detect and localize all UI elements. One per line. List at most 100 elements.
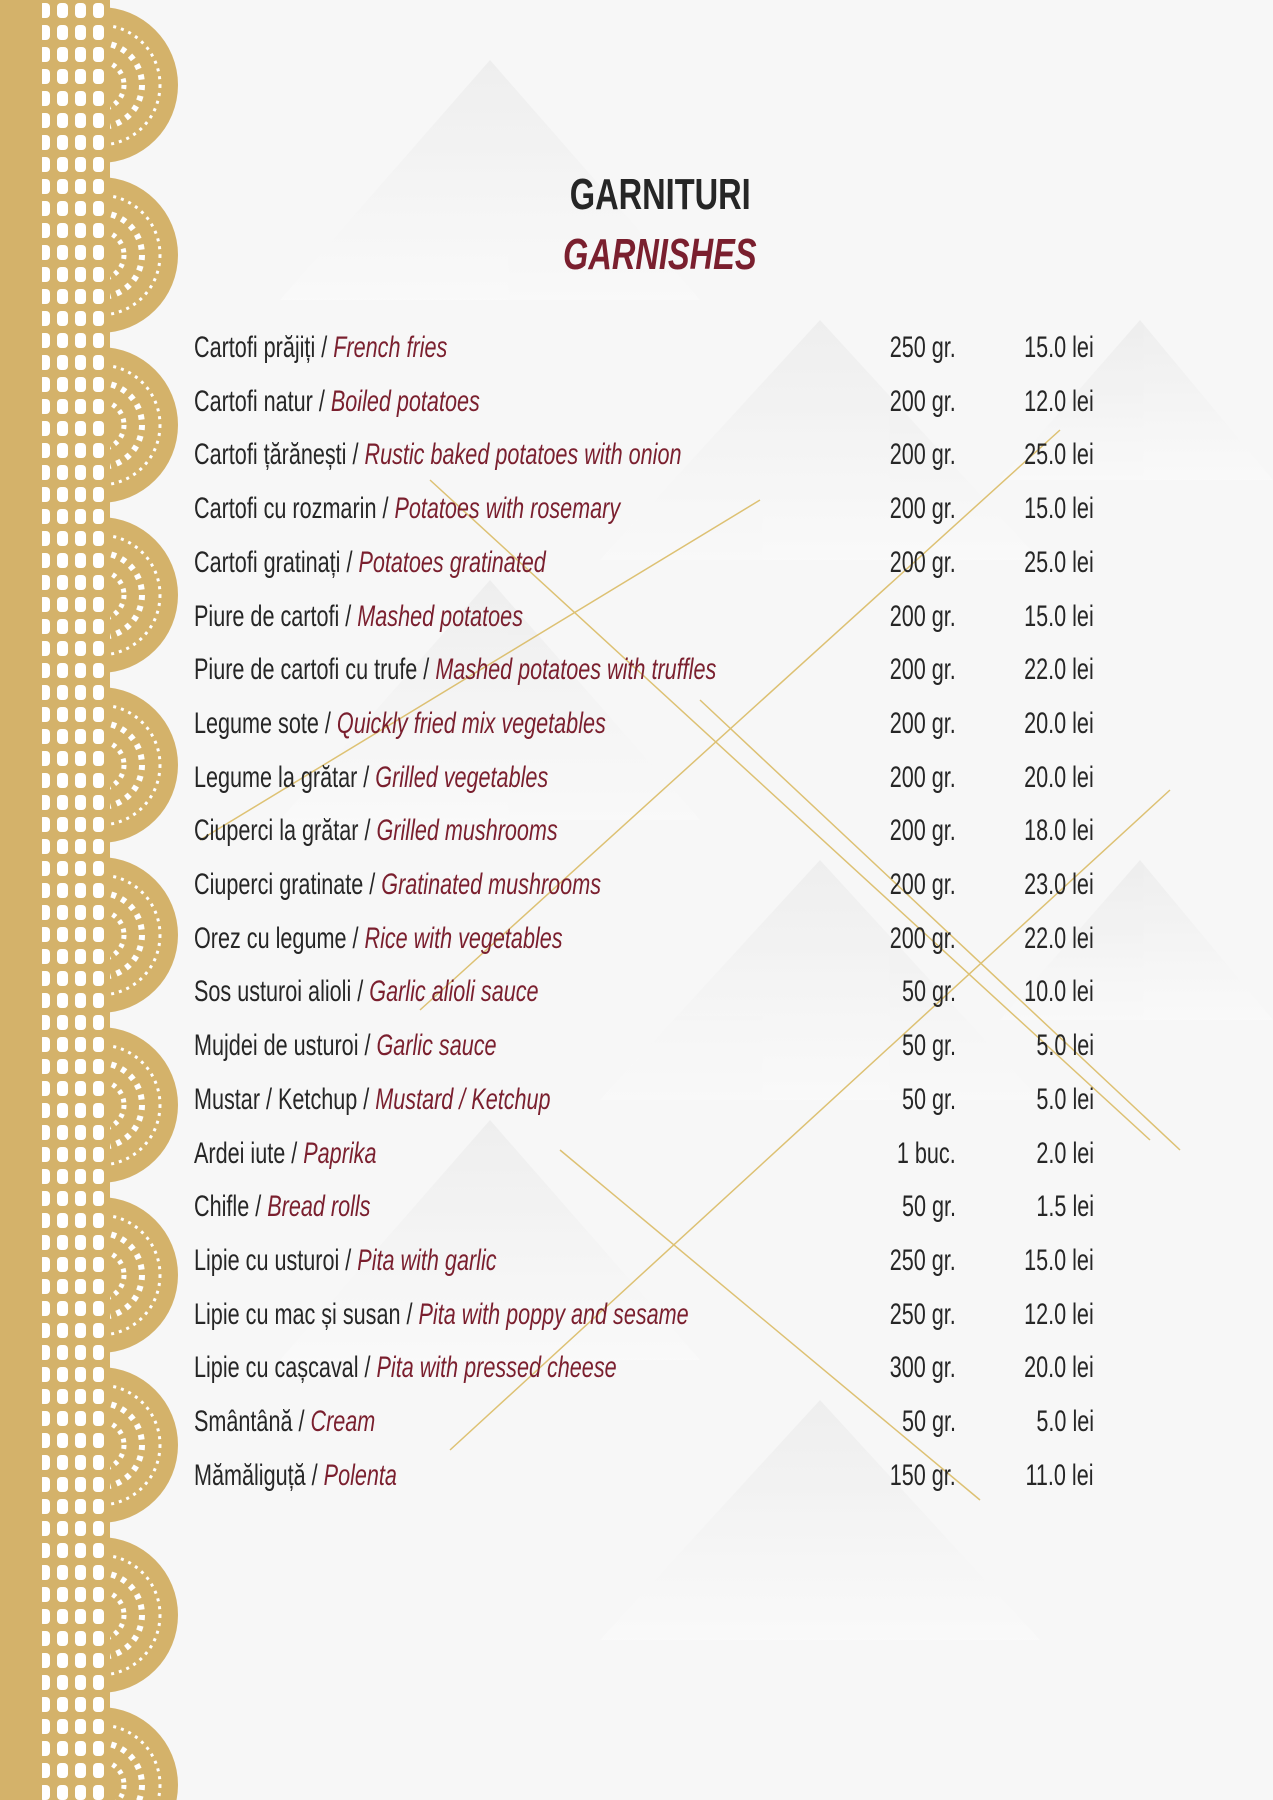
- item-name: Cartofi natur / Boiled potatoes: [194, 385, 480, 419]
- item-name: Chifle / Bread rolls: [194, 1190, 370, 1224]
- item-name-ro: Lipie cu usturoi /: [194, 1243, 358, 1277]
- item-name-en: Grilled mushrooms: [376, 814, 558, 848]
- item-name-ro: Cartofi prăjiți /: [194, 331, 334, 364]
- item-price: 5.0 lei: [1036, 1029, 1094, 1063]
- menu-item: Chifle / Bread rolls 50 gr. 1.5 lei: [194, 1190, 1194, 1230]
- item-name: Cartofi gratinați / Potatoes gratinated: [194, 546, 546, 580]
- item-name-ro: Piure de cartofi cu trufe /: [194, 653, 436, 687]
- item-price: 25.0 lei: [1024, 438, 1094, 472]
- item-price: 12.0 lei: [1024, 1297, 1094, 1331]
- menu-item: Cartofi cu rozmarin / Potatoes with rose…: [194, 492, 1194, 532]
- item-weight: 50 gr.: [901, 1029, 956, 1063]
- item-weight: 200 gr.: [889, 706, 956, 740]
- item-name-en: Garlic alioli sauce: [369, 975, 539, 1009]
- item-name: Legume la grătar / Grilled vegetables: [194, 761, 548, 795]
- item-price: 25.0 lei: [1024, 545, 1094, 579]
- menu-item: Cartofi țărănești / Rustic baked potatoe…: [194, 438, 1194, 478]
- item-weight: 300 gr.: [889, 1351, 956, 1385]
- item-name-ro: Cartofi cu rozmarin /: [194, 492, 395, 526]
- item-price: 20.0 lei: [1024, 1351, 1094, 1385]
- menu-item: Ciuperci gratinate / Gratinated mushroom…: [194, 868, 1194, 908]
- item-weight: 250 gr.: [889, 1243, 956, 1277]
- item-name: Lipie cu mac și susan / Pita with poppy …: [194, 1298, 689, 1332]
- item-weight: 1 buc.: [897, 1136, 956, 1170]
- item-weight: 200 gr.: [889, 545, 956, 579]
- item-name-ro: Sos usturoi alioli /: [194, 975, 370, 1009]
- menu-item: Mujdei de usturoi / Garlic sauce 50 gr. 5.…: [194, 1029, 1194, 1069]
- item-name-en: Bread rolls: [267, 1190, 371, 1224]
- item-name-en: Mashed potatoes: [357, 599, 523, 633]
- item-name: Lipie cu usturoi / Pita with garlic: [194, 1244, 497, 1278]
- item-weight: 200 gr.: [889, 438, 956, 472]
- menu-item: Lipie cu cașcaval / Pita with pressed ch…: [194, 1351, 1194, 1391]
- menu-item: Orez cu legume / Rice with vegetables 200…: [194, 922, 1194, 962]
- item-name-en: Mustard / Ketchup: [375, 1082, 551, 1116]
- item-price: 11.0 lei: [1025, 1458, 1094, 1492]
- item-name: Piure de cartofi cu trufe / Mashed potat…: [194, 653, 716, 687]
- item-name-en: Garlic sauce: [376, 1029, 497, 1063]
- item-name-ro: Cartofi țărănești /: [194, 438, 365, 472]
- menu-item: Cartofi natur / Boiled potatoes 200 gr. 12…: [194, 385, 1194, 425]
- item-name-ro: Smântână /: [194, 1405, 311, 1438]
- item-name: Piure de cartofi / Mashed potatoes: [194, 600, 523, 634]
- menu-item: Legume la grătar / Grilled vegetables 200…: [194, 761, 1194, 801]
- item-weight: 50 gr.: [901, 975, 956, 1009]
- item-name-en: Potatoes with rosemary: [394, 492, 621, 526]
- item-weight: 250 gr.: [889, 1297, 956, 1331]
- item-price: 20.0 lei: [1024, 760, 1094, 794]
- item-weight: 200 gr.: [889, 760, 956, 794]
- item-name-en: Gratinated mushrooms: [381, 868, 602, 901]
- item-name-en: Potatoes gratinated: [358, 545, 546, 579]
- item-name-en: Mashed potatoes with truffles: [435, 653, 717, 687]
- item-weight: 200 gr.: [889, 868, 956, 901]
- item-name: Ardei iute / Paprika: [194, 1137, 376, 1171]
- menu-item: Ciuperci la grătar / Grilled mushrooms 20…: [194, 814, 1194, 854]
- item-price: 2.0 lei: [1036, 1136, 1094, 1170]
- item-price: 15.0 lei: [1024, 492, 1094, 526]
- item-name-en: Paprika: [303, 1136, 377, 1170]
- item-price: 22.0 lei: [1024, 653, 1094, 687]
- item-name: Ciuperci la grătar / Grilled mushrooms: [194, 814, 558, 848]
- item-name-ro: Cartofi gratinați /: [194, 545, 359, 579]
- item-weight: 200 gr.: [889, 492, 956, 526]
- item-name-ro: Ardei iute /: [194, 1136, 304, 1170]
- item-name-en: Grilled vegetables: [375, 760, 549, 794]
- item-name-en: Pita with pressed cheese: [376, 1351, 617, 1385]
- item-price: 22.0 lei: [1024, 921, 1094, 955]
- menu-item: Sos usturoi alioli / Garlic alioli sauce…: [194, 975, 1194, 1015]
- item-name: Legume sote / Quickly fried mix vegetabl…: [194, 707, 606, 741]
- item-name-en: Cream: [310, 1405, 376, 1438]
- item-price: 12.0 lei: [1024, 384, 1094, 418]
- menu-item: Legume sote / Quickly fried mix vegetabl…: [194, 707, 1194, 747]
- menu-item: Cartofi gratinați / Potatoes gratinated 2…: [194, 546, 1194, 586]
- item-weight: 200 gr.: [889, 921, 956, 955]
- item-price: 10.0 lei: [1024, 975, 1094, 1009]
- item-name: Mustar / Ketchup / Mustard / Ketchup: [194, 1083, 551, 1117]
- item-price: 15.0 lei: [1024, 331, 1094, 364]
- item-weight: 200 gr.: [889, 814, 956, 848]
- page-title: GARNITURI: [569, 170, 751, 219]
- item-price: 5.0 lei: [1036, 1405, 1094, 1438]
- page-subtitle: GARNISHES: [563, 230, 757, 279]
- item-name-ro: Ciuperci la grătar /: [194, 814, 377, 848]
- item-weight: 200 gr.: [889, 599, 956, 633]
- item-weight: 250 gr.: [889, 331, 956, 364]
- item-weight: 200 gr.: [889, 653, 956, 687]
- item-name-en: Boiled potatoes: [330, 384, 480, 418]
- item-name-ro: Mustar / Ketchup /: [194, 1082, 376, 1116]
- item-price: 23.0 lei: [1024, 868, 1094, 901]
- item-name-ro: Lipie cu cașcaval /: [194, 1351, 377, 1385]
- item-name-ro: Mujdei de usturoi /: [194, 1029, 377, 1063]
- item-name: Cartofi prăjiți / French fries: [194, 331, 447, 365]
- item-name-en: Rustic baked potatoes with onion: [364, 438, 682, 472]
- menu-item: Lipie cu usturoi / Pita with garlic 250 g…: [194, 1244, 1194, 1284]
- item-name-ro: Lipie cu mac și susan /: [194, 1297, 419, 1331]
- item-price: 15.0 lei: [1024, 1243, 1094, 1277]
- item-name: Cartofi cu rozmarin / Potatoes with rose…: [194, 492, 620, 526]
- menu-item: Mustar / Ketchup / Mustard / Ketchup 50 g…: [194, 1083, 1194, 1123]
- item-price: 5.0 lei: [1036, 1082, 1094, 1116]
- menu-item: Mămăliguță / Polenta 150 gr. 11.0 lei: [194, 1459, 1194, 1499]
- item-name-ro: Chifle /: [194, 1190, 268, 1224]
- menu-item: Cartofi prăjiți / French fries 250 gr. 15.…: [194, 331, 1194, 371]
- item-weight: 50 gr.: [901, 1082, 956, 1116]
